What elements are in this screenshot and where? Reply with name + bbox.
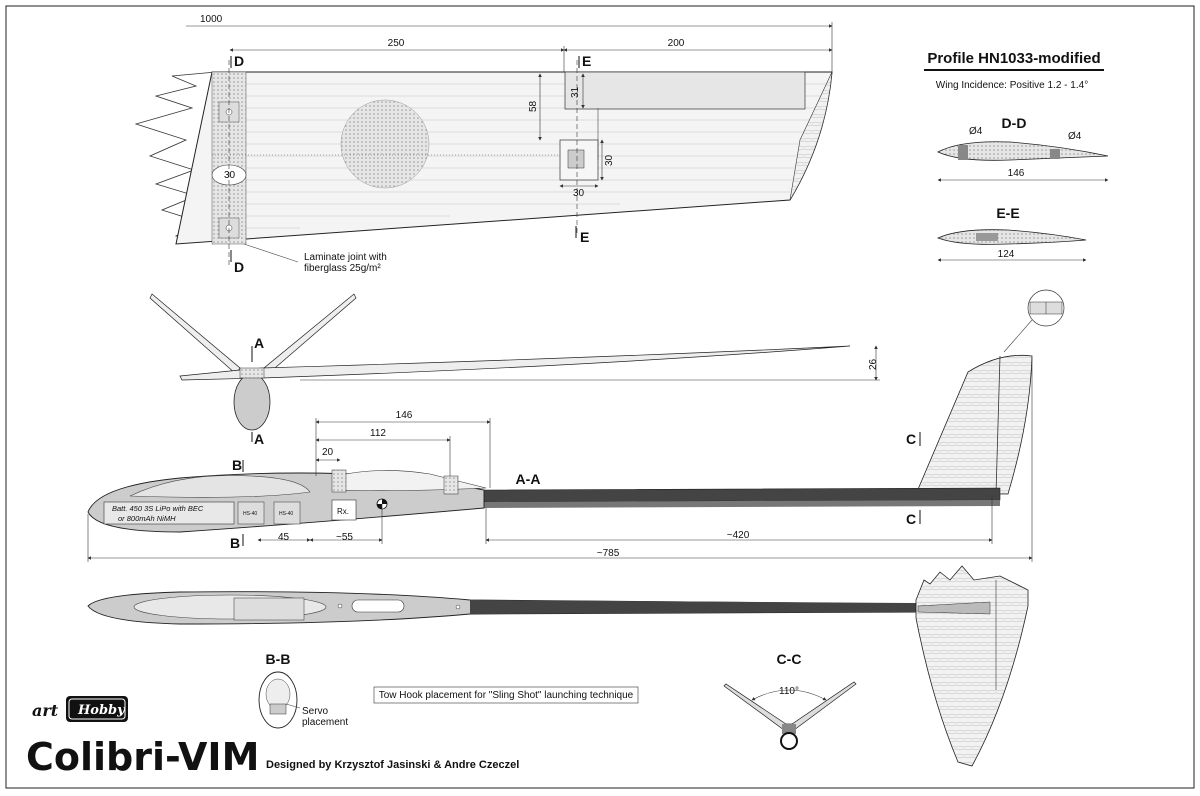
front-stabilizer: [179, 345, 851, 381]
servo-wing: [567, 149, 585, 169]
aileron: [564, 71, 806, 110]
mark-c-bottom: C: [906, 511, 916, 527]
profile-panel: Profile HN1033-modified Wing Incidence: …: [924, 50, 1109, 262]
bb-note-2: placement: [302, 717, 348, 728]
front-wing-left: [149, 293, 241, 375]
dim-30-servo-w: 30: [573, 188, 585, 199]
svg-text:HS-40: HS-40: [243, 511, 257, 517]
brand-art: art: [32, 701, 59, 720]
dim-30-root: 30: [224, 170, 236, 181]
laminate-leader: [243, 243, 299, 263]
dim-span: 1000: [200, 14, 223, 25]
section-bb-label: B-B: [266, 651, 291, 667]
mark-c-top: C: [906, 431, 916, 447]
section-ee-label: E-E: [996, 205, 1019, 221]
dim-250: 250: [388, 38, 405, 49]
servo-tray: [233, 597, 305, 621]
dd-phi-left: Ø4: [969, 126, 983, 137]
dd-length: 146: [1008, 168, 1025, 179]
brand-hobby-badge: [66, 696, 128, 722]
brand-block: art Hobby: [32, 696, 128, 722]
mark-b-bottom: B: [230, 535, 240, 551]
front-view: A A 26: [149, 293, 880, 447]
wing-top-view: D D E E 1000 250 200 58 31 30 30 30 Lami…: [134, 14, 833, 275]
receiver-label: Rx.: [337, 507, 349, 516]
dim-55: ~55: [336, 532, 353, 543]
side-view: Batt. 450 3S LiPo with BEC or 800mAh NiM…: [87, 289, 1065, 562]
dim-20: 20: [322, 447, 334, 458]
battery-box: [103, 501, 235, 525]
battery-label-1: Batt. 450 3S LiPo with BEC: [112, 504, 204, 513]
receiver-box: [331, 499, 357, 521]
wing-saddle: [351, 599, 405, 613]
wing-tip: [789, 71, 833, 201]
svg-text:HS-40: HS-40: [279, 511, 293, 517]
bb-note-1: Servo: [302, 706, 329, 717]
section-bb: B-B Servo placement: [258, 651, 348, 729]
mark-d-bottom: D: [234, 259, 244, 275]
profile-title: Profile HN1033-modified: [927, 50, 1100, 67]
dim-45: 45: [278, 532, 290, 543]
brand-hobby: Hobby: [77, 703, 126, 718]
wing-ribs: [212, 83, 826, 229]
section-dd-label: D-D: [1002, 115, 1027, 131]
profile-dd: [937, 141, 1109, 161]
dim-58: 58: [528, 100, 539, 112]
front-fuselage: [233, 373, 271, 431]
wing-ballast-patch: [340, 99, 430, 189]
dim-112: 112: [370, 428, 386, 439]
cc-angle: 110°: [779, 686, 799, 697]
model-title: Colibri-VIM: [26, 735, 259, 779]
stabilizer-top: [915, 565, 1029, 767]
ee-length: 124: [998, 249, 1015, 260]
fuselage-top-view: [87, 565, 1029, 767]
front-wing-right: [263, 293, 357, 375]
mark-a-bottom: A: [254, 431, 264, 447]
dim-200: 200: [668, 38, 685, 49]
canopy: [129, 475, 311, 498]
mark-b-top: B: [232, 457, 242, 473]
section-cc-label: C-C: [777, 651, 802, 667]
profile-ee: [936, 229, 1087, 245]
wing-root-section: [335, 470, 487, 491]
battery-label-2: or 800mAh NiMH: [118, 514, 176, 523]
servo-side-b: [273, 501, 301, 525]
section-aa-label: A-A: [516, 471, 541, 487]
mark-a-top: A: [254, 335, 264, 351]
towhook-note: Tow Hook placement for "Sling Shot" laun…: [379, 690, 634, 701]
mark-e-bottom: E: [580, 229, 589, 245]
dd-phi-right: Ø4: [1068, 131, 1082, 142]
dim-785: ~785: [597, 548, 620, 559]
dim-31: 31: [570, 86, 581, 98]
mark-d-top: D: [234, 53, 244, 69]
tail-boom: [483, 487, 1001, 503]
laminate-note-1: Laminate joint with: [304, 252, 387, 263]
dim-26: 26: [868, 358, 879, 370]
designer-credit: Designed by Krzysztof Jasinski & Andre C…: [266, 759, 519, 771]
tail-boom-top: [470, 600, 916, 614]
fin: [915, 355, 1033, 495]
profile-incidence: Wing Incidence: Positive 1.2 - 1.4°: [936, 80, 1088, 91]
mark-e-top: E: [582, 53, 591, 69]
dim-146: 146: [396, 410, 413, 421]
dim-420: ~420: [727, 530, 750, 541]
sheet-border: [5, 5, 1195, 789]
section-cc: C-C 110°: [723, 651, 857, 750]
dim-30-servo-h-text: 30: [604, 154, 615, 166]
laminate-note-2: fiberglass 25g/m²: [304, 263, 381, 274]
servo-side-a: [237, 501, 265, 525]
towhook-box: [373, 686, 639, 704]
